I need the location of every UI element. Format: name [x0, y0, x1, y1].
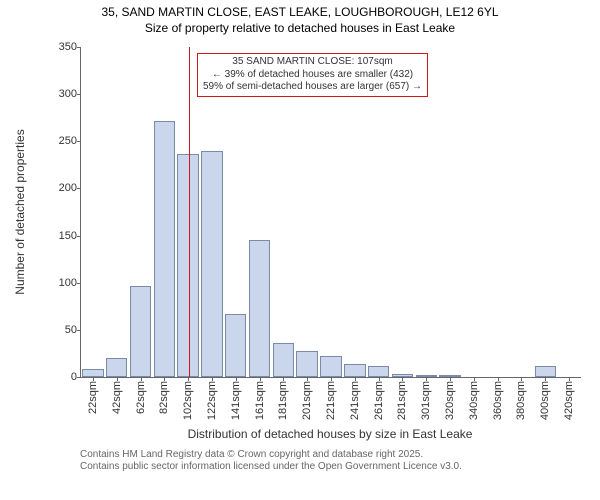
- reference-line: [189, 47, 190, 377]
- x-tick-label: 102sqm: [182, 381, 194, 420]
- x-tick-label: 380sqm: [515, 381, 527, 420]
- bar: [130, 286, 151, 377]
- x-tick-label: 82sqm: [158, 381, 170, 414]
- annotation-line3: 59% of semi-detached houses are larger (…: [203, 81, 422, 92]
- x-tick-label: 360sqm: [492, 381, 504, 420]
- x-tick-label: 201sqm: [301, 381, 313, 420]
- y-axis-label: Number of detached properties: [13, 129, 27, 294]
- footer-line2: Contains public sector information licen…: [80, 461, 462, 472]
- y-tick: [77, 47, 81, 48]
- bar: [225, 314, 246, 377]
- bar: [535, 366, 556, 377]
- x-tick-label: 301sqm: [420, 381, 432, 420]
- y-tick: [77, 283, 81, 284]
- x-tick-label: 181sqm: [277, 381, 289, 420]
- annotation-line2: ← 39% of detached houses are smaller (43…: [212, 69, 413, 80]
- bar: [273, 343, 294, 377]
- y-tick: [77, 188, 81, 189]
- x-tick-label: 42sqm: [111, 381, 123, 414]
- chart-title-line2: Size of property relative to detached ho…: [145, 21, 455, 35]
- x-tick-label: 221sqm: [325, 381, 337, 420]
- plot-area: 05010015020025030035022sqm42sqm62sqm82sq…: [80, 47, 581, 378]
- bar: [296, 351, 317, 377]
- bar: [201, 151, 222, 377]
- y-tick: [77, 330, 81, 331]
- x-tick-label: 161sqm: [254, 381, 266, 420]
- x-tick-label: 281sqm: [396, 381, 408, 420]
- bar: [82, 369, 103, 377]
- annotation-line1: 35 SAND MARTIN CLOSE: 107sqm: [232, 56, 392, 67]
- x-tick-label: 261sqm: [373, 381, 385, 420]
- x-tick-label: 241sqm: [349, 381, 361, 420]
- bar: [106, 358, 127, 377]
- bar: [154, 121, 175, 377]
- x-tick-label: 420sqm: [563, 381, 575, 420]
- footer-line1: Contains HM Land Registry data © Crown c…: [80, 449, 423, 460]
- bar: [249, 240, 270, 377]
- chart-title-line1: 35, SAND MARTIN CLOSE, EAST LEAKE, LOUGH…: [101, 5, 498, 19]
- x-tick-label: 22sqm: [87, 381, 99, 414]
- x-tick-label: 62sqm: [135, 381, 147, 414]
- y-tick: [77, 236, 81, 237]
- y-tick: [77, 141, 81, 142]
- x-tick-label: 400sqm: [539, 381, 551, 420]
- y-tick: [77, 94, 81, 95]
- annotation-box: 35 SAND MARTIN CLOSE: 107sqm ← 39% of det…: [197, 53, 428, 97]
- x-tick-label: 122sqm: [206, 381, 218, 420]
- x-tick-label: 320sqm: [444, 381, 456, 420]
- x-tick-label: 141sqm: [230, 381, 242, 420]
- y-tick: [77, 377, 81, 378]
- bar: [320, 356, 341, 377]
- bar: [344, 364, 365, 377]
- x-axis-label: Distribution of detached houses by size …: [80, 427, 580, 441]
- bar: [368, 366, 389, 377]
- x-tick-label: 340sqm: [468, 381, 480, 420]
